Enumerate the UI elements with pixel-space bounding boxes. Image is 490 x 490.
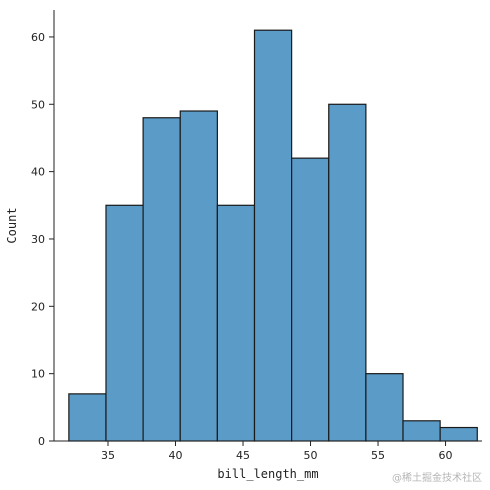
- histogram-bar-2: [142, 117, 181, 442]
- histogram-bar-9: [402, 420, 441, 442]
- y-tick-label: 50: [31, 98, 45, 111]
- histogram-bar-0: [68, 393, 107, 442]
- bars-group: [68, 29, 478, 442]
- watermark: @稀土掘金技术社区: [392, 473, 482, 484]
- x-tick-label: 60: [439, 449, 453, 462]
- y-tick-label: 30: [31, 233, 45, 246]
- histogram-bar-3: [179, 110, 218, 442]
- x-tick-label: 40: [169, 449, 183, 462]
- y-axis-label: Count: [5, 207, 19, 243]
- y-tick-label: 0: [38, 435, 45, 448]
- histogram-bar-4: [216, 204, 256, 442]
- histogram-bar-6: [291, 157, 330, 442]
- y-tick-label: 20: [31, 300, 45, 313]
- histogram-bar-10: [439, 426, 478, 442]
- histogram-bar-5: [253, 29, 293, 442]
- histogram-bar-8: [365, 373, 404, 442]
- y-tick-label: 60: [31, 31, 45, 44]
- histogram-bar-7: [328, 103, 367, 442]
- axes-group: 35 40 45 50 55 60 0 10 20 30 40 50 60: [31, 10, 482, 462]
- x-axis-label: bill_length_mm: [217, 467, 318, 481]
- histogram-bar-1: [105, 204, 144, 442]
- y-tick-label: 10: [31, 368, 45, 381]
- y-tick-label: 40: [31, 166, 45, 179]
- x-tick-label: 45: [236, 449, 250, 462]
- x-tick-label: 50: [304, 449, 318, 462]
- x-tick-label: 55: [371, 449, 385, 462]
- x-tick-label: 35: [101, 449, 115, 462]
